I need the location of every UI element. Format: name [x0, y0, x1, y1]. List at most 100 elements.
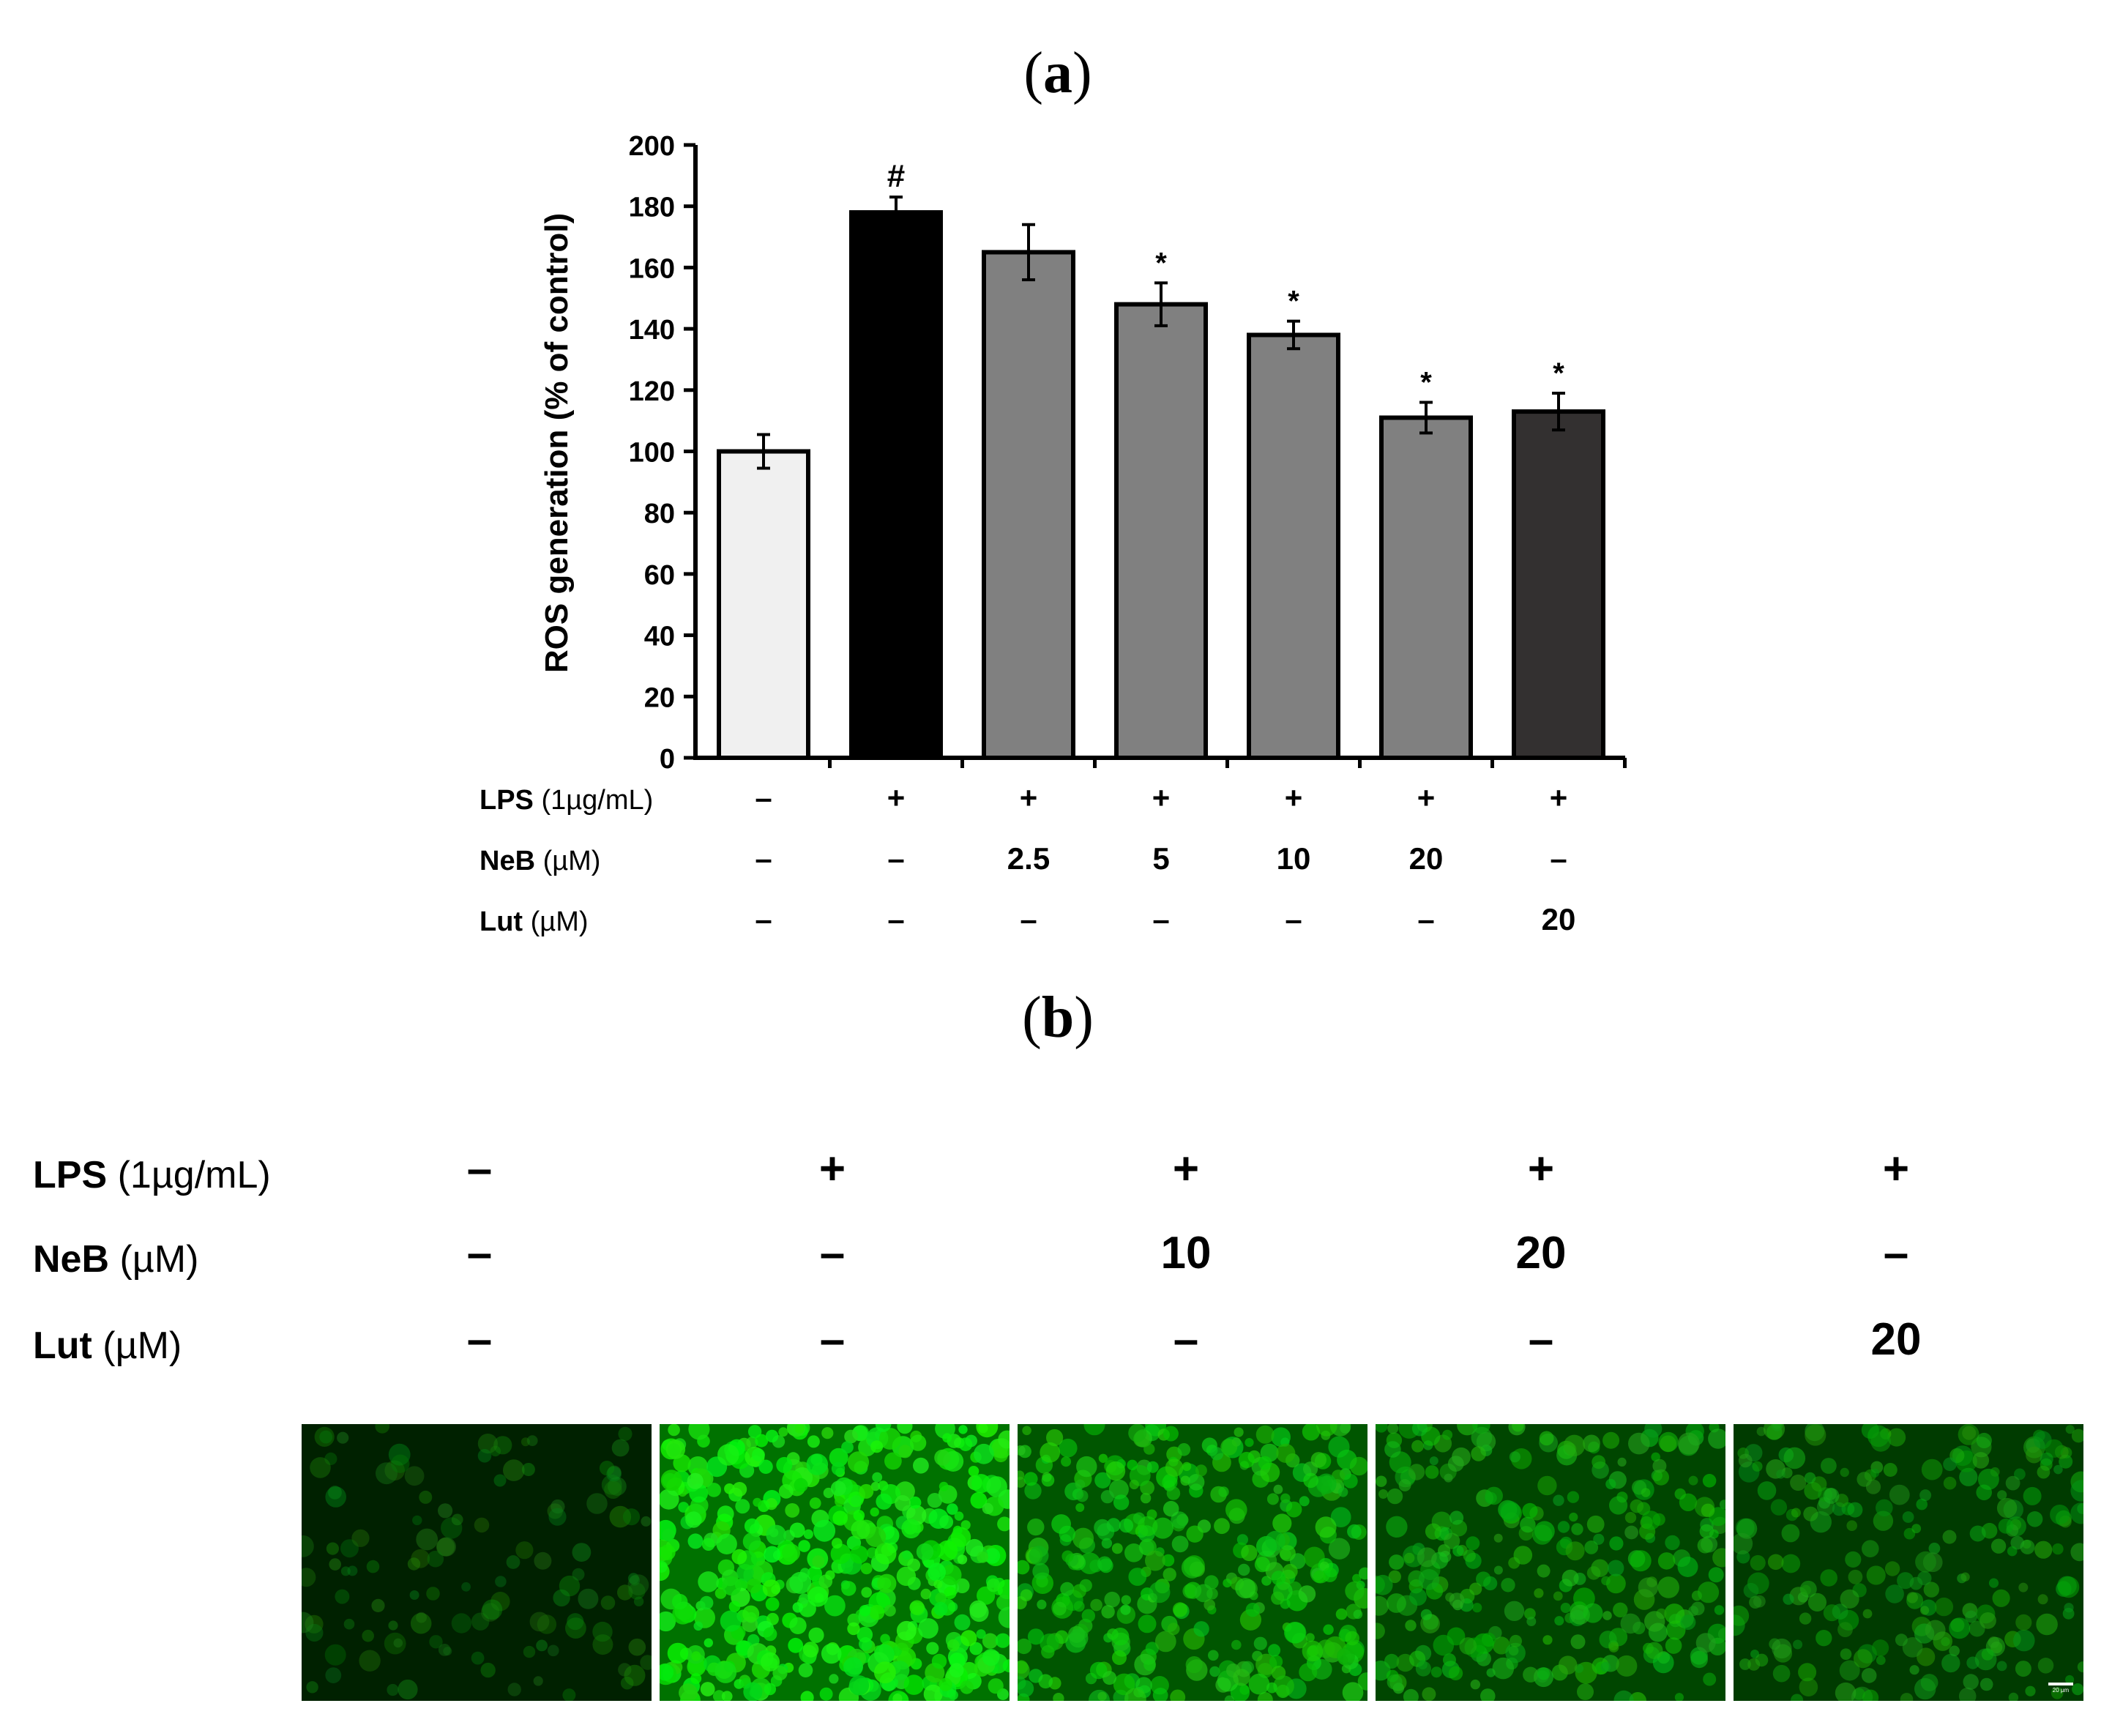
panel-b-cell: –	[1883, 1228, 1909, 1278]
y-tick-label: 100	[629, 438, 675, 469]
panel-b-row-label-neb: NeB (µM)	[33, 1237, 198, 1281]
panel-a-cell: +	[1019, 781, 1038, 815]
fluorescence-image-4	[1376, 1424, 1725, 1701]
panel-a-cell: –	[1152, 902, 1170, 936]
y-axis-label: ROS generation (% of control)	[539, 213, 575, 673]
panel-a-cell: –	[755, 781, 772, 815]
panel-a-cell: 10	[1276, 841, 1311, 876]
panel-b-cell: –	[819, 1314, 846, 1365]
y-tick-label: 40	[644, 622, 675, 652]
panel-b-cell: –	[466, 1144, 493, 1194]
condition-name: Lut	[33, 1325, 103, 1367]
y-tick-label: 140	[629, 315, 675, 346]
panel-b-cell: +	[1527, 1144, 1555, 1194]
panel-b-cell: –	[466, 1314, 493, 1365]
panel-a-row-label-lut: Lut (µM)	[480, 906, 589, 938]
bar-5	[1247, 332, 1340, 761]
condition-unit: (1µg/mL)	[117, 1154, 271, 1196]
y-tick-label: 160	[629, 253, 675, 284]
bar-2	[849, 210, 943, 760]
bar-3	[982, 250, 1075, 761]
panel-a-cell: 20	[1408, 841, 1444, 876]
significance-markers: # * * * *	[887, 158, 1564, 398]
condition-name: LPS	[480, 785, 542, 816]
panel-b-cell: –	[819, 1228, 846, 1278]
cell-pattern	[302, 1424, 652, 1701]
condition-unit: (µM)	[119, 1238, 199, 1281]
panel-a-cell: –	[887, 841, 905, 876]
panel-b-cell: –	[466, 1228, 493, 1278]
panel-b-letter: b	[1041, 986, 1075, 1050]
panel-a-cell: –	[1417, 902, 1435, 936]
cell-pattern	[1734, 1424, 2083, 1701]
panel-a-cell: 5	[1152, 841, 1170, 876]
ros-bar-chart: 0 20 40 60 80 100 120 140 160 180 200 # * * * * ROS ge…	[539, 131, 1627, 775]
panel-a-cell: 2.5	[1007, 841, 1051, 876]
significance-marker-2: #	[887, 158, 905, 194]
condition-unit: (µM)	[530, 906, 589, 937]
panel-b-cell: 20	[1870, 1314, 1922, 1365]
scale-bar: 20 µm	[2048, 1683, 2073, 1694]
panel-a-cell: –	[755, 841, 772, 876]
y-tick-label: 20	[644, 682, 675, 713]
y-tick-label: 0	[660, 744, 675, 775]
panel-b-row-label-lps: LPS (1µg/mL)	[33, 1153, 271, 1197]
y-tick-label: 180	[629, 193, 675, 223]
condition-unit: (µM)	[102, 1325, 182, 1367]
panel-a-cell: –	[887, 902, 905, 936]
panel-a-cell: +	[1549, 781, 1568, 815]
error-bars	[757, 195, 1565, 470]
bars	[717, 210, 1605, 761]
panel-b-cell: 20	[1515, 1228, 1567, 1278]
panel-a-cell: +	[887, 781, 906, 815]
fluorescence-image-2	[660, 1424, 1010, 1701]
panel-a-cell: +	[1417, 781, 1436, 815]
fluorescence-image-5: 20 µm	[1734, 1424, 2083, 1701]
panel-b-cell: –	[1173, 1314, 1199, 1365]
cell-pattern	[660, 1424, 1010, 1701]
panel-b-cell: –	[1528, 1314, 1554, 1365]
scale-bar-line	[2048, 1683, 2073, 1685]
y-tick-label: 200	[629, 131, 675, 162]
bar-4	[1114, 302, 1208, 760]
significance-marker-5: *	[1288, 286, 1299, 318]
y-tick-label: 120	[629, 376, 675, 407]
condition-name: Lut	[480, 906, 531, 937]
panel-a-cell: –	[755, 902, 772, 936]
significance-marker-4: *	[1155, 247, 1167, 279]
bar-7	[1512, 409, 1605, 760]
bar-1	[717, 449, 810, 760]
condition-unit: (µM)	[542, 846, 601, 876]
panel-a-label: (a)	[1023, 41, 1092, 105]
fluorescence-image-3	[1018, 1424, 1367, 1701]
scale-bar-label: 20 µm	[2052, 1687, 2070, 1694]
panel-b-cell: +	[1172, 1144, 1200, 1194]
panel-a-row-label-lps: LPS (1µg/mL)	[480, 785, 653, 816]
condition-unit: (1µg/mL)	[541, 785, 654, 816]
panel-a-cell: –	[1550, 841, 1567, 876]
panel-a-row-label-neb: NeB (µM)	[480, 846, 600, 877]
panel-a-cell: –	[1285, 902, 1302, 936]
panel-b-cell: 10	[1160, 1228, 1212, 1278]
y-tick-label: 60	[644, 560, 675, 591]
panel-a-cell: 20	[1541, 902, 1576, 936]
panel-b-row-label-lut: Lut (µM)	[33, 1324, 182, 1368]
condition-name: NeB	[480, 846, 543, 876]
significance-marker-6: *	[1420, 367, 1432, 399]
fluorescence-image-1	[302, 1424, 652, 1701]
condition-name: NeB	[33, 1238, 120, 1281]
y-axis: 0 20 40 60 80 100 120 140 160 180 200	[629, 131, 1627, 775]
panel-b-cell: +	[818, 1144, 846, 1194]
y-tick-label: 80	[644, 499, 675, 529]
panel-a-cell: +	[1152, 781, 1171, 815]
panel-a-cell: –	[1020, 902, 1037, 936]
condition-name: LPS	[33, 1154, 118, 1196]
panel-b-label: (b)	[1022, 986, 1094, 1050]
cell-pattern	[1018, 1424, 1367, 1701]
panel-b-cell: +	[1882, 1144, 1910, 1194]
panel-a-letter: a	[1043, 41, 1072, 105]
cell-pattern	[1376, 1424, 1725, 1701]
panel-a-cell: +	[1284, 781, 1303, 815]
bar-6	[1379, 415, 1473, 761]
significance-marker-7: *	[1553, 357, 1564, 390]
